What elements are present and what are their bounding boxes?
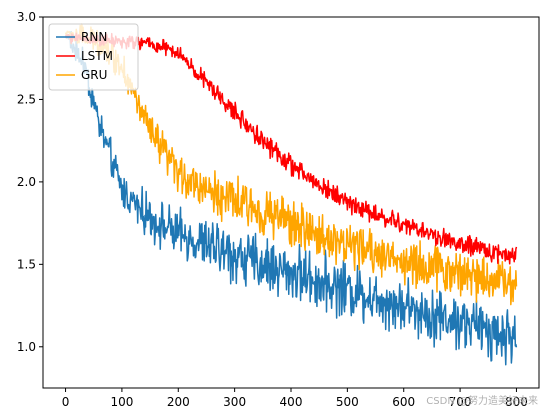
legend-box [48,23,139,91]
series-line-rnn [64,30,518,366]
x-tick-label: 700 [449,395,472,409]
y-axis: 1.0 1.5 2.0 2.5 3.0 [17,10,43,354]
x-tick-label: 200 [167,395,190,409]
watermark: CSDN @努力造美好未来 [426,396,538,407]
series-line-lstm [65,32,518,265]
x-tick-label: 600 [392,395,415,409]
x-tick-label: 300 [223,395,246,409]
x-tick-label: 0 [62,395,70,409]
series-layer [64,23,518,366]
x-tick-label: 100 [110,395,133,409]
legend-label-lstm: LSTM [81,49,113,63]
series-line-gru [64,23,518,306]
x-tick-label: 500 [336,395,359,409]
y-tick-label: 2.5 [17,92,36,106]
y-tick-label: 3.0 [17,10,36,24]
y-tick-label: 1.0 [17,340,36,354]
legend: RNN LSTM GRU [48,23,139,91]
x-axis: 0 100 200 300 400 500 600 700 800 [62,388,528,409]
legend-label-rnn: RNN [81,30,107,44]
y-tick-label: 1.5 [17,257,36,271]
y-tick-label: 2.0 [17,175,36,189]
x-tick-label: 400 [280,395,303,409]
legend-label-gru: GRU [81,68,107,82]
x-tick-label: 800 [505,395,528,409]
